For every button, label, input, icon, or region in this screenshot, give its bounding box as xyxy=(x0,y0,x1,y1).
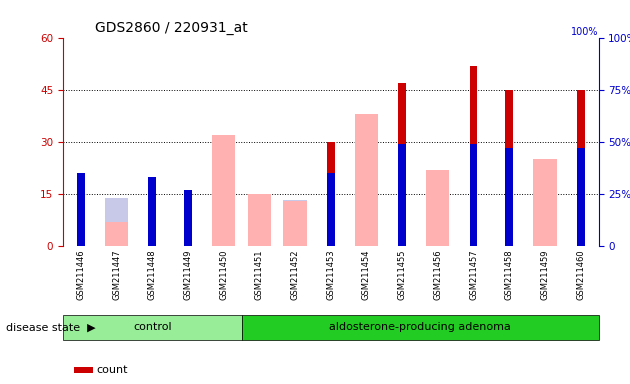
Bar xyxy=(327,142,335,246)
Text: GSM211454: GSM211454 xyxy=(362,249,371,300)
Text: GSM211455: GSM211455 xyxy=(398,249,406,300)
Bar xyxy=(74,367,93,373)
Bar xyxy=(212,135,235,246)
Bar xyxy=(148,177,156,246)
Text: aldosterone-producing adenoma: aldosterone-producing adenoma xyxy=(329,322,511,333)
Text: GSM211459: GSM211459 xyxy=(541,249,549,300)
Bar xyxy=(284,201,307,246)
Text: GSM211453: GSM211453 xyxy=(326,249,335,300)
Text: count: count xyxy=(96,365,128,375)
Bar xyxy=(248,194,271,246)
Bar xyxy=(398,144,406,246)
Bar xyxy=(327,173,335,246)
Bar xyxy=(576,148,585,246)
Bar xyxy=(576,90,585,246)
Text: GSM211446: GSM211446 xyxy=(76,249,85,300)
Bar xyxy=(184,190,192,246)
Bar xyxy=(427,173,449,246)
Bar xyxy=(241,315,598,340)
Text: GSM211448: GSM211448 xyxy=(148,249,157,300)
Text: GSM211452: GSM211452 xyxy=(290,249,299,300)
Bar xyxy=(427,170,449,246)
Bar xyxy=(248,198,271,246)
Bar xyxy=(505,90,513,246)
Bar xyxy=(505,148,513,246)
Text: GSM211458: GSM211458 xyxy=(505,249,513,300)
Text: GSM211451: GSM211451 xyxy=(255,249,264,300)
Text: GSM211449: GSM211449 xyxy=(183,249,192,300)
Text: disease state  ▶: disease state ▶ xyxy=(6,322,96,333)
Text: GSM211460: GSM211460 xyxy=(576,249,585,300)
Bar xyxy=(284,200,307,246)
Bar xyxy=(105,222,128,246)
Bar xyxy=(212,154,235,246)
Text: 100%: 100% xyxy=(571,27,598,37)
Bar xyxy=(105,198,128,246)
Text: control: control xyxy=(133,322,171,333)
Bar xyxy=(148,177,156,246)
Bar xyxy=(63,315,241,340)
Text: GSM211450: GSM211450 xyxy=(219,249,228,300)
Text: GSM211456: GSM211456 xyxy=(433,249,442,300)
Bar xyxy=(534,190,556,246)
Bar xyxy=(184,197,192,246)
Bar xyxy=(534,159,556,246)
Bar xyxy=(355,114,378,246)
Text: GSM211447: GSM211447 xyxy=(112,249,121,300)
Bar xyxy=(77,177,85,246)
Text: GSM211457: GSM211457 xyxy=(469,249,478,300)
Bar xyxy=(355,154,378,246)
Bar xyxy=(77,173,85,246)
Bar xyxy=(469,144,478,246)
Text: GDS2860 / 220931_at: GDS2860 / 220931_at xyxy=(94,21,247,35)
Bar xyxy=(398,83,406,246)
Bar xyxy=(469,66,478,246)
